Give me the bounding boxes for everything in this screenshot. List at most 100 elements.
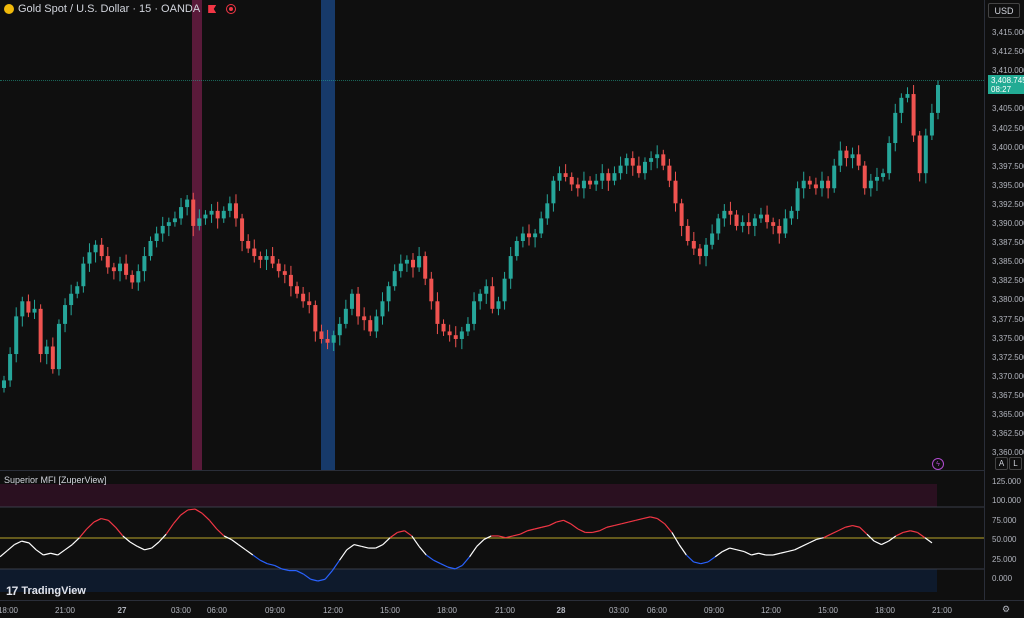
candle-body (368, 320, 373, 332)
currency-selector[interactable]: USD (988, 3, 1020, 18)
price-tick-label: 3,390.000 (992, 219, 1024, 228)
flag-icon[interactable] (208, 5, 217, 13)
price-tick-label: 3,392.500 (992, 199, 1024, 209)
candle-body (258, 256, 263, 260)
candle-body (2, 380, 6, 388)
candle-body (728, 210, 733, 215)
mfi-segment (144, 547, 152, 551)
candle-body (862, 165, 867, 189)
price-tick-label: 3,375.000 (992, 333, 1024, 343)
candle-body (69, 293, 74, 306)
mfi-segment (527, 528, 535, 532)
mfi-segment (440, 563, 449, 568)
candle-body (478, 293, 483, 302)
candle-body (569, 176, 574, 185)
mfi-segment (873, 540, 882, 546)
mfi-segment (859, 526, 868, 535)
tradingview-logo[interactable]: 17 TradingView (6, 584, 86, 598)
pane-divider[interactable] (0, 470, 984, 471)
mfi-segment (165, 523, 174, 535)
price-tick-label: 3,415.000 (992, 28, 1024, 37)
candle-body (124, 263, 129, 275)
candle-body (771, 222, 776, 226)
price-tick-label: 3,377.500 (992, 314, 1024, 324)
time-axis-divider (0, 600, 1024, 601)
mfi-indicator-pane[interactable] (0, 471, 984, 600)
candle-body (649, 158, 654, 162)
candle-body (215, 210, 220, 219)
bar-countdown: 08:27 (991, 85, 1012, 94)
candle-body (704, 244, 709, 257)
candle-body (301, 293, 306, 302)
price-tick-label: 3,387.500 (992, 238, 1024, 248)
lightning-icon[interactable]: ϟ (932, 458, 944, 470)
settings-gear-icon[interactable]: ⚙ (1002, 604, 1011, 614)
mfi-segment (172, 514, 182, 525)
oversold-zone (0, 569, 937, 592)
candle-body (630, 158, 635, 166)
mfi-segment (404, 530, 413, 537)
mfi-segment (512, 533, 521, 537)
mfi-segment (808, 538, 817, 544)
mfi-segment (758, 552, 766, 556)
price-tick-label: 3,385.000 (992, 257, 1024, 267)
log-scale-button[interactable]: L (1009, 457, 1022, 470)
mfi-segment (881, 540, 889, 546)
candle-body (411, 259, 416, 268)
mfi-segment (534, 526, 543, 530)
candle-body (514, 241, 519, 257)
candle-body (111, 267, 116, 272)
mfi-segment (910, 530, 918, 534)
candle-body (356, 293, 361, 317)
mfi-segment (563, 519, 572, 525)
candle-body (636, 165, 641, 174)
mfi-segment (418, 545, 427, 556)
indicator-tick-label: 0.000 (992, 574, 1013, 583)
mfi-segment (433, 559, 441, 565)
mfi-segment (346, 544, 355, 551)
candle-body (929, 112, 934, 136)
candle-body (612, 173, 617, 181)
record-icon[interactable] (226, 4, 237, 14)
mfi-segment (541, 524, 550, 528)
mfi-segment (657, 518, 666, 525)
candle-body (374, 316, 379, 332)
candle-body (154, 233, 159, 241)
mfi-segment (209, 519, 218, 530)
mfi-segment (339, 549, 348, 561)
mfi-segment (230, 538, 239, 546)
time-tick-label: 15:00 (817, 606, 839, 615)
candle-body (172, 218, 177, 223)
time-tick-label: 12:00 (322, 606, 344, 615)
candle-body (246, 241, 251, 249)
mfi-segment (895, 531, 904, 537)
mfi-segment (223, 535, 232, 540)
time-tick-label: 21:00 (494, 606, 516, 615)
mfi-segment (317, 578, 326, 582)
mfi-segment (592, 530, 600, 534)
price-tick-label: 3,395.000 (992, 180, 1024, 190)
candle-body (319, 331, 324, 339)
indicator-title[interactable]: Superior MFI [ZuperView] (4, 475, 107, 485)
candle-body (606, 173, 611, 181)
chart-header[interactable]: Gold Spot / U.S. Dollar · 15 · OANDA (0, 0, 237, 18)
symbol-title[interactable]: Gold Spot / U.S. Dollar · 15 · OANDA (18, 3, 201, 15)
candle-body (716, 218, 721, 234)
session-highlight-magenta (192, 0, 202, 470)
mfi-segment (924, 537, 933, 544)
candle-body (520, 233, 525, 241)
candle-body (392, 271, 397, 287)
mfi-segment (700, 561, 709, 565)
mfi-segment (389, 531, 398, 539)
price-tick-label: 3,372.500 (992, 352, 1024, 362)
candle-body (472, 301, 477, 324)
price-tick-label: 3,365.000 (992, 410, 1024, 419)
mfi-segment (238, 544, 246, 551)
price-chart[interactable] (0, 0, 984, 470)
last-price-tag: 3,408.745 08:27 (988, 75, 1024, 94)
auto-scale-button[interactable]: A (995, 457, 1008, 470)
mfi-segment (411, 535, 420, 547)
time-tick-label: 21:00 (931, 606, 953, 615)
candle-body (667, 165, 672, 181)
candlestick-series (2, 80, 940, 393)
